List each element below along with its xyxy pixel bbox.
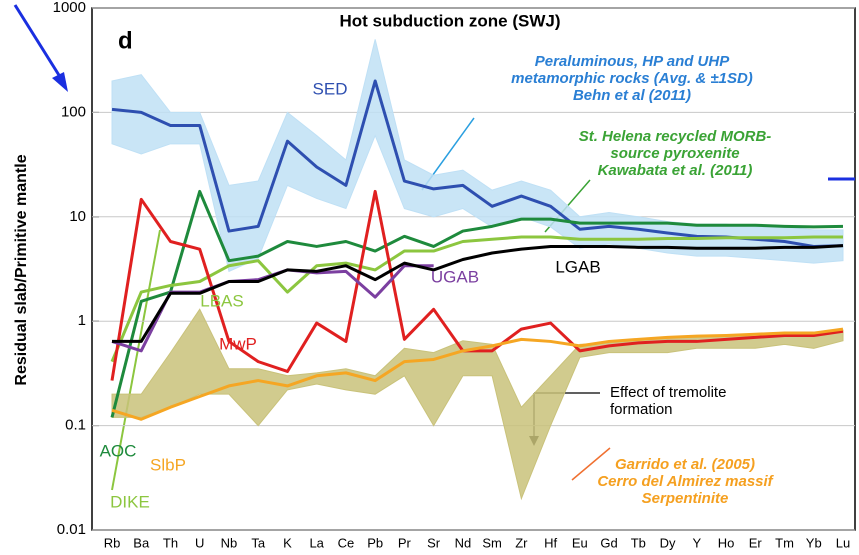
series-label: MwP (219, 334, 257, 353)
series-line (110, 235, 843, 363)
x-tick-label: Gd (600, 535, 617, 550)
y-tick-label: 1 (78, 312, 86, 329)
series-label: LBAS (200, 291, 243, 310)
x-tick-label: Y (692, 535, 701, 550)
annotation: Serpentinite (642, 490, 729, 507)
x-tick-label: Hf (544, 535, 557, 550)
annotation: Peraluminous, HP and UHP (535, 53, 730, 70)
y-tick-label: 0.1 (65, 417, 86, 434)
y-axis-label: Residual slab/Primitive mantle (13, 154, 30, 385)
x-tick-label: Lu (836, 535, 850, 550)
x-tick-label: Tm (775, 535, 794, 550)
annotation: Kawabata et al. (2011) (598, 162, 753, 179)
series-line (110, 189, 844, 418)
series-line (112, 244, 844, 343)
panel-label: d (118, 27, 133, 54)
x-tick-label: Er (749, 535, 763, 550)
annotation: DIKE (110, 492, 150, 511)
y-tick-label: 10 (69, 208, 86, 225)
series-label: UGAB (431, 267, 479, 286)
y-tick-label: 0.01 (57, 521, 86, 538)
x-tick-label: Dy (660, 535, 676, 550)
annotation: St. Helena recycled MORB- (579, 128, 772, 145)
annotation: Behn et al (2011) (573, 87, 691, 104)
series-label: AOC (100, 441, 137, 460)
x-tick-label: Ba (133, 535, 150, 550)
annotation: Cerro del Almirez massif (597, 473, 774, 490)
x-tick-label: Pr (398, 535, 412, 550)
chart-title: Hot subduction zone (SWJ) (340, 11, 561, 30)
annotation: Garrido et al. (2005) (615, 456, 755, 473)
x-tick-label: Rb (104, 535, 121, 550)
x-tick-label: Yb (806, 535, 822, 550)
y-tick-label: 100 (61, 103, 86, 120)
x-tick-label: Sm (482, 535, 502, 550)
x-tick-label: Eu (572, 535, 588, 550)
plot-frame (91, 7, 856, 531)
x-tick-label: Zr (515, 535, 528, 550)
x-tick-label: Sr (427, 535, 441, 550)
series-label: SlbP (150, 455, 186, 474)
annotation: source pyroxenite (610, 145, 739, 162)
annotation: formation (610, 401, 673, 418)
x-tick-label: La (309, 535, 324, 550)
series-line (110, 189, 844, 381)
y-tick-label: 1000 (53, 0, 86, 16)
series-line (111, 327, 844, 421)
x-tick-label: Ce (338, 535, 355, 550)
x-tick-label: U (195, 535, 204, 550)
series-label: LGAB (555, 257, 600, 276)
annotation: Effect of tremolite (610, 384, 726, 401)
x-tick-label: Ho (718, 535, 735, 550)
x-tick-label: Ta (251, 535, 266, 550)
x-tick-label: Nb (221, 535, 238, 550)
x-tick-label: Pb (367, 535, 383, 550)
x-tick-label: Tb (631, 535, 646, 550)
x-tick-label: Nd (455, 535, 472, 550)
x-tick-label: Th (163, 535, 178, 550)
annotation: metamorphic rocks (Avg. & ±1SD) (511, 70, 753, 87)
x-tick-label: K (283, 535, 292, 550)
series-label: SED (313, 79, 348, 98)
